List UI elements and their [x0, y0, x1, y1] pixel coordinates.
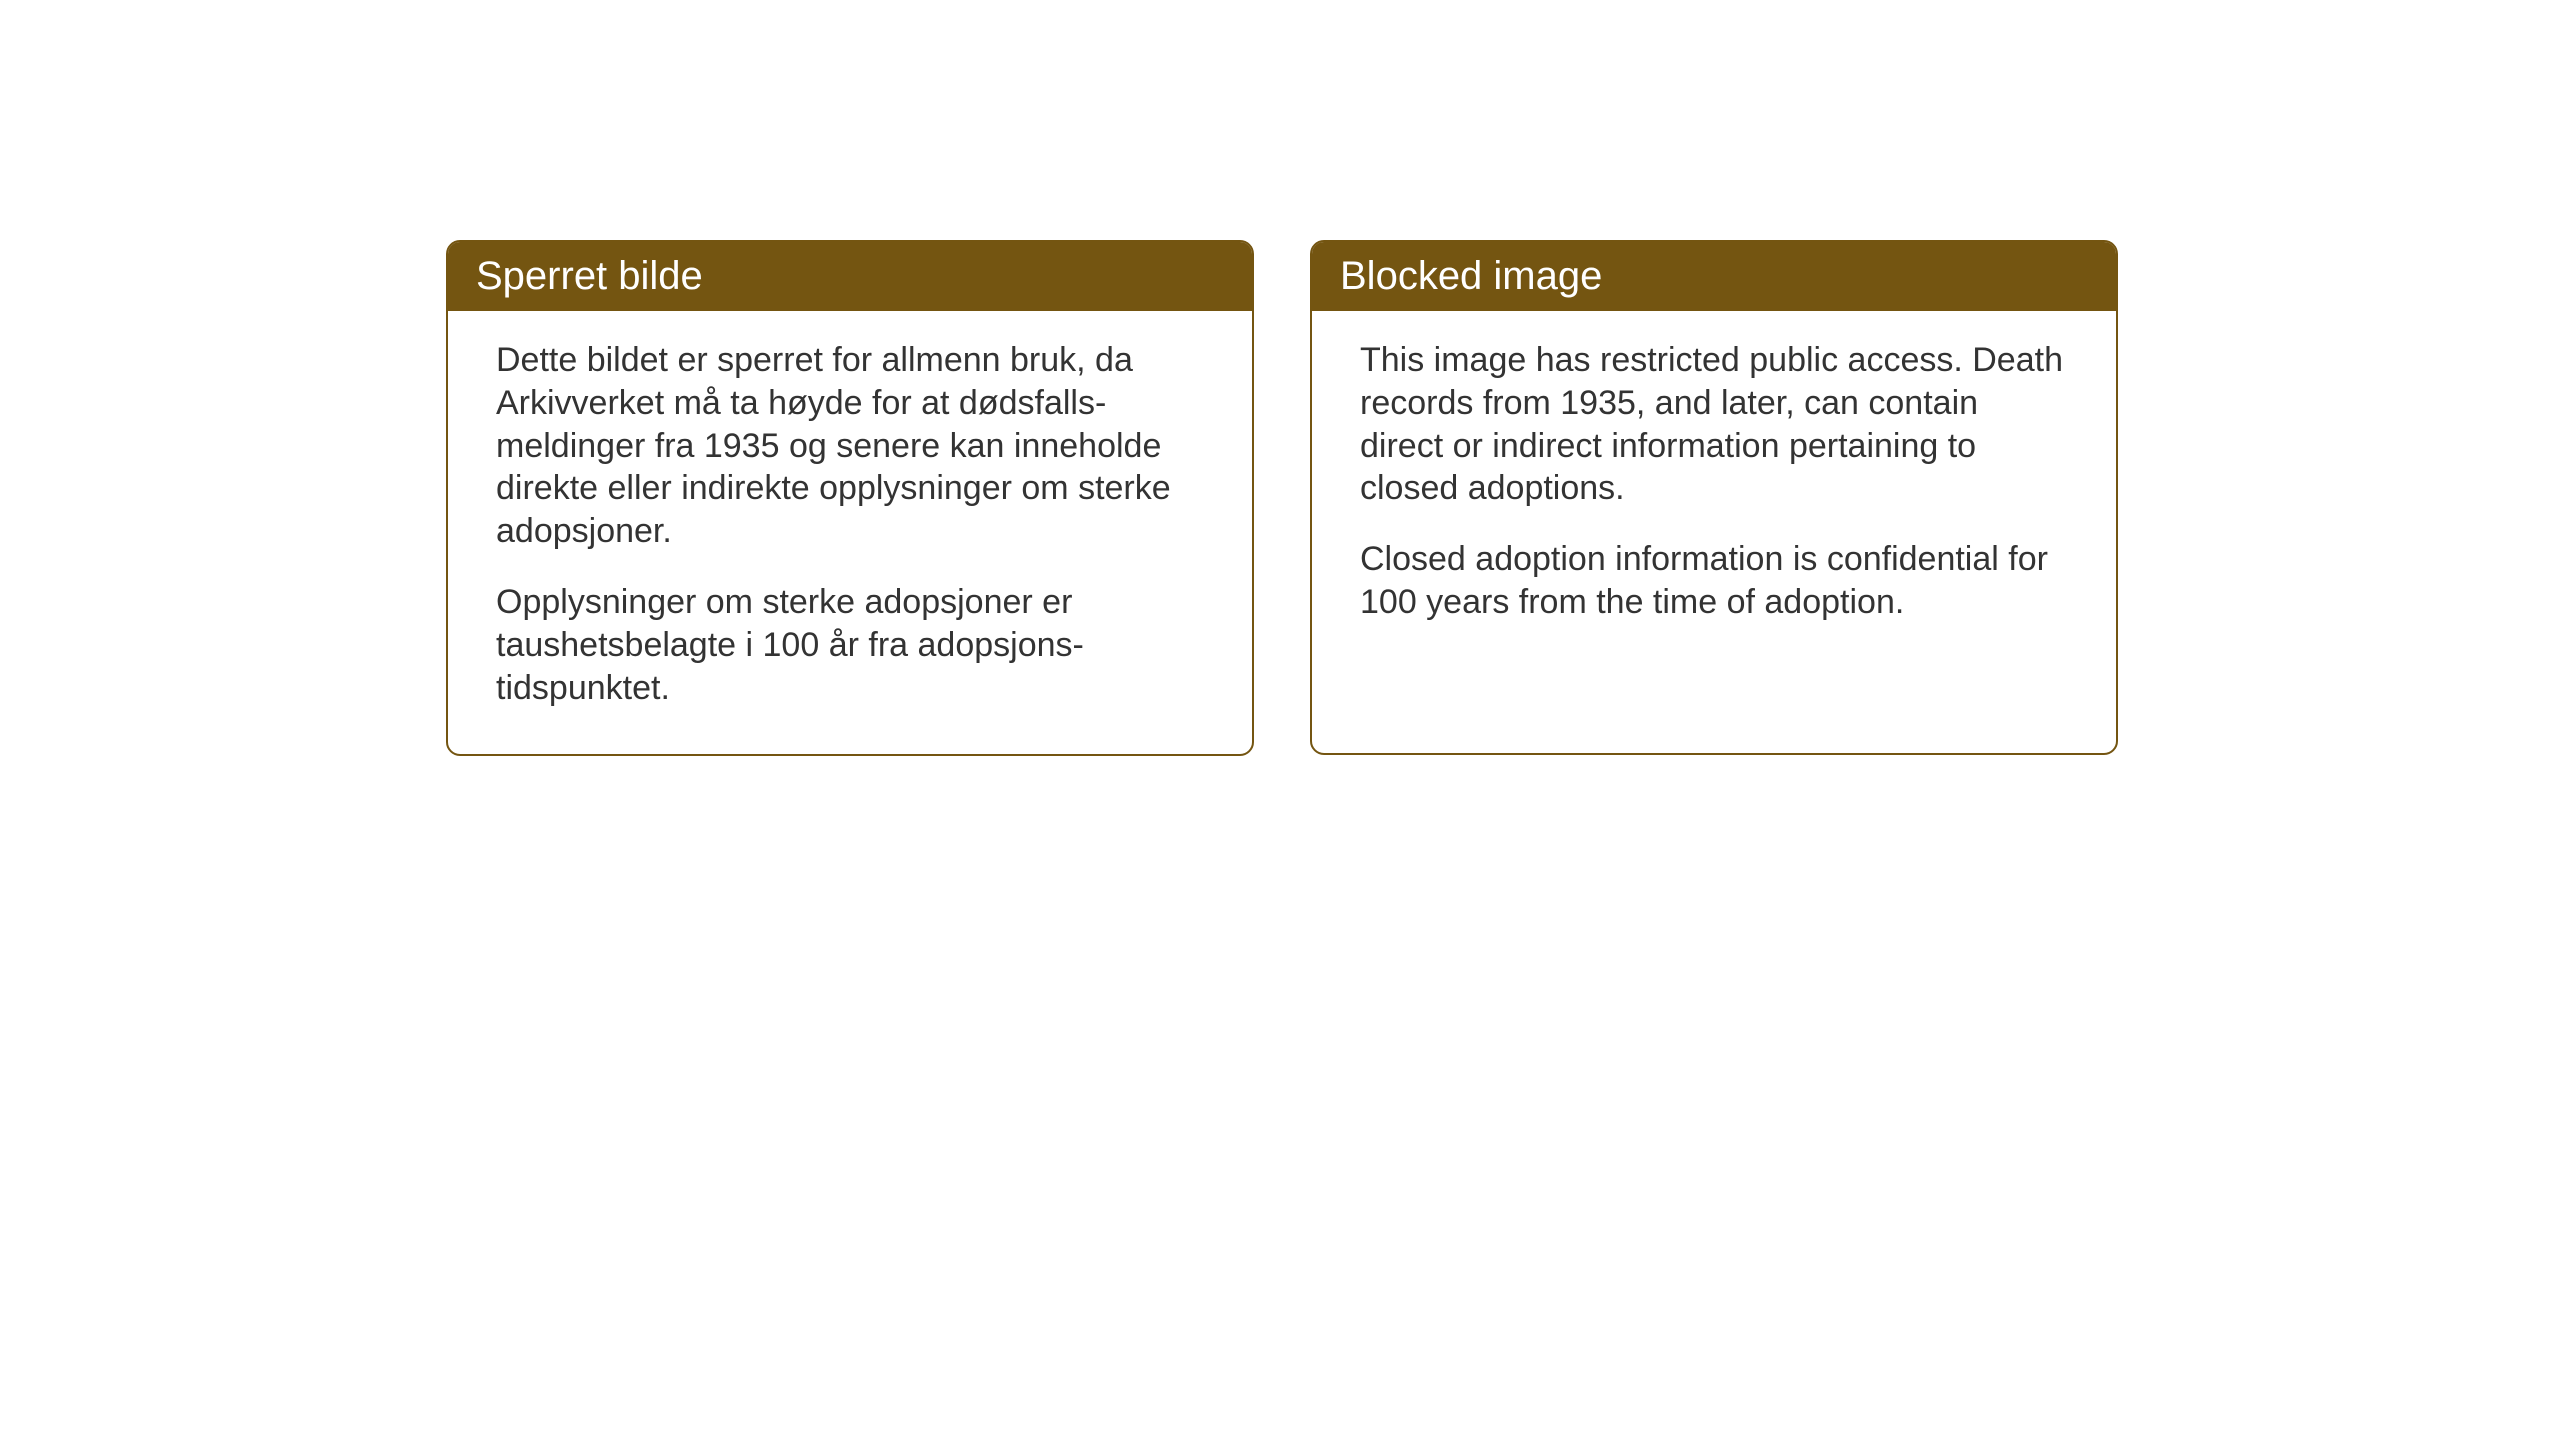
notice-card-english: Blocked image This image has restricted …	[1310, 240, 2118, 755]
notice-header-norwegian: Sperret bilde	[448, 242, 1252, 311]
notice-paragraph-2-norwegian: Opplysninger om sterke adopsjoner er tau…	[496, 581, 1204, 709]
notice-header-english: Blocked image	[1312, 242, 2116, 311]
notice-title-english: Blocked image	[1340, 254, 1602, 298]
notice-paragraph-2-english: Closed adoption information is confident…	[1360, 538, 2068, 624]
notice-container: Sperret bilde Dette bildet er sperret fo…	[446, 240, 2118, 756]
notice-card-norwegian: Sperret bilde Dette bildet er sperret fo…	[446, 240, 1254, 756]
notice-paragraph-1-norwegian: Dette bildet er sperret for allmenn bruk…	[496, 339, 1204, 553]
notice-body-norwegian: Dette bildet er sperret for allmenn bruk…	[448, 311, 1252, 754]
notice-title-norwegian: Sperret bilde	[476, 254, 703, 298]
notice-paragraph-1-english: This image has restricted public access.…	[1360, 339, 2068, 510]
notice-body-english: This image has restricted public access.…	[1312, 311, 2116, 668]
